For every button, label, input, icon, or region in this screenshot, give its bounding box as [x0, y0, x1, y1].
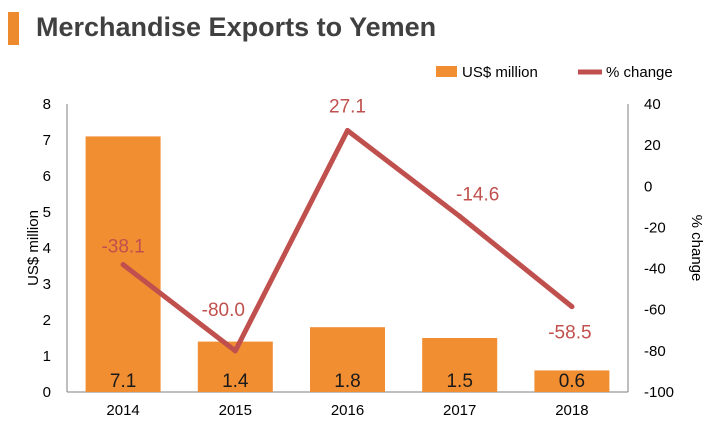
line-point-2018	[569, 304, 575, 310]
bar-2017	[422, 338, 498, 392]
y2-tick-label: -80	[644, 343, 666, 360]
y2-tick-label: -60	[644, 302, 666, 319]
legend-label-bars: US$ million	[462, 64, 538, 81]
header: Merchandise Exports to Yemen	[0, 0, 716, 56]
bar-value-label: 0.6	[559, 371, 585, 392]
line-series-pct-change	[120, 128, 575, 354]
x-tick-label: 2017	[443, 402, 476, 419]
bar-value-label: 1.8	[334, 371, 360, 392]
y2-tick-label: 40	[644, 96, 661, 113]
y2-tick-label: -100	[644, 384, 674, 401]
line-point-2015	[232, 348, 238, 354]
y-tick-label: 5	[43, 204, 51, 221]
x-tick-label: 2014	[106, 402, 139, 419]
line-value-label: -14.6	[456, 184, 499, 205]
line-point-2014	[120, 262, 126, 268]
y-tick-label: 6	[43, 168, 51, 185]
bar-value-label: 1.5	[446, 371, 472, 392]
legend-label-line: % change	[606, 64, 673, 81]
bar-value-label: 1.4	[222, 371, 249, 392]
y2-tick-label: -40	[644, 261, 666, 278]
y-tick-label: 0	[43, 384, 51, 401]
chart-title: Merchandise Exports to Yemen	[36, 12, 437, 42]
y2-tick-label: 0	[644, 178, 652, 195]
bar-value-label: 7.1	[110, 371, 136, 392]
bar-2016	[310, 327, 385, 392]
y-tick-label: 8	[43, 96, 51, 113]
x-tick-label: 2015	[219, 402, 252, 419]
y-tick-label: 1	[43, 348, 51, 365]
line-value-label: 27.1	[329, 97, 366, 118]
y2-axis-title: % change	[688, 215, 705, 282]
y-axis-title: US$ million	[25, 210, 42, 286]
x-tick-label: 2016	[331, 402, 364, 419]
y-tick-label: 4	[43, 240, 51, 257]
line-value-label: -58.5	[548, 323, 591, 344]
y2-tick-label: -20	[644, 219, 666, 236]
x-tick-label: 2018	[555, 402, 588, 419]
y-tick-label: 3	[43, 276, 51, 293]
title-accent-bar	[8, 12, 19, 45]
bar-2018	[534, 370, 610, 392]
line-point-2016	[345, 128, 350, 134]
y-tick-label: 2	[43, 312, 51, 329]
line-point-2017	[457, 213, 463, 219]
y2-tick-label: 20	[644, 137, 661, 154]
line-value-label: -80.0	[202, 300, 245, 321]
legend-swatch-bars	[436, 66, 457, 77]
y-tick-label: 7	[43, 132, 51, 149]
line-value-label: -38.1	[101, 237, 144, 258]
